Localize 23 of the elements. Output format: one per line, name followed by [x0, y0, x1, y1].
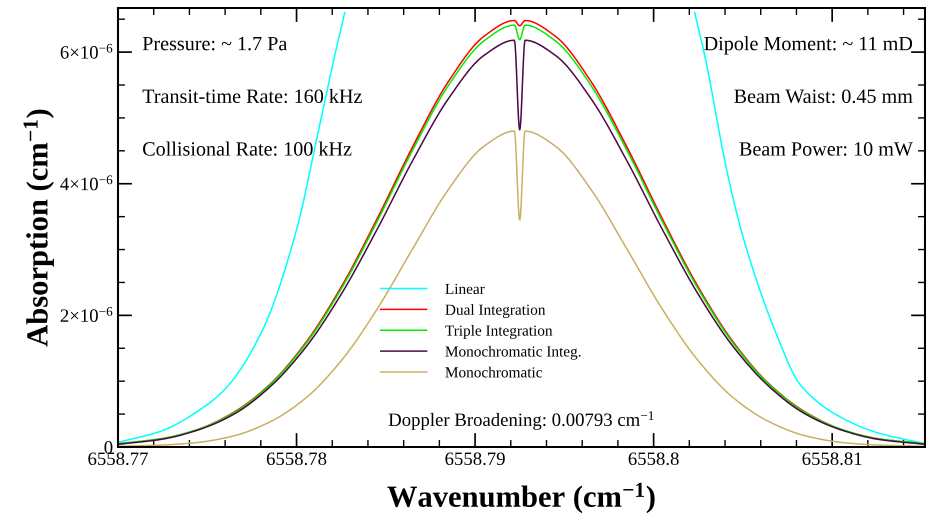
x-tick-label: 6558.78 [266, 452, 326, 466]
x-axis-title: Wavenumber (cm$^{−1}$) [387, 482, 655, 514]
annotation: Dipole Moment: ~ 11 mD [704, 36, 912, 54]
legend-label: Linear [445, 284, 485, 294]
x-tick-label: 6558.81 [802, 452, 862, 466]
y-axis-title: Absorption (cm$^{−1}$) [23, 110, 54, 347]
x-tick-label: 6558.79 [445, 452, 505, 466]
legend-label: Triple Integration [445, 324, 552, 339]
legend-label: Dual Integration [445, 304, 546, 318]
x-tick-label: 6558.8 [628, 452, 679, 466]
x-tick-label: 6558.77 [88, 452, 148, 466]
y-tick-label: 0 [104, 441, 112, 454]
annotation: Collisional Rate: 100 kHz [143, 142, 352, 156]
y-tick-label: 4×10$^{−6}$ [60, 175, 112, 190]
y-tick-label: 6×10$^{−6}$ [60, 44, 112, 59]
y-tick-label: 2×10$^{−6}$ [60, 307, 112, 322]
legend-label: Monochromatic [445, 366, 542, 378]
annotation: Transit-time Rate: 160 kHz [142, 88, 362, 104]
annotation: Beam Waist: 0.45 mm [734, 89, 913, 104]
annotation: Beam Power: 10 mW [740, 142, 913, 156]
annotation: Doppler Broadening: 0.00793 cm$^{−1}$ [388, 411, 654, 430]
legend-label: Monochromatic Integ. [445, 346, 581, 360]
annotation: Pressure: ~ 1.7 Pa [142, 36, 288, 50]
